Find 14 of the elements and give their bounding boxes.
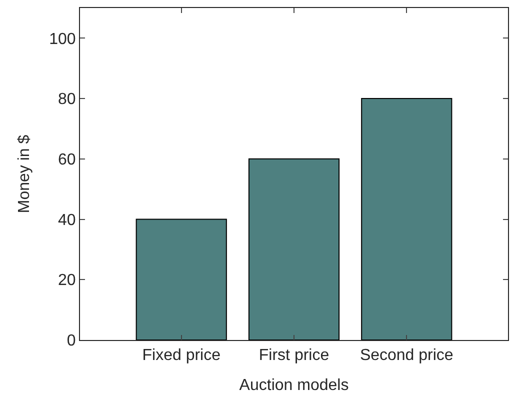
y-tick-label: 0 <box>66 332 76 350</box>
bar <box>248 158 340 340</box>
y-axis-title: Money in $ <box>16 134 33 214</box>
x-tick-label: Second price <box>360 347 454 364</box>
bar <box>136 218 227 340</box>
y-tick-label: 100 <box>49 30 76 48</box>
x-tick-label: Fixed price <box>142 347 221 364</box>
bar <box>361 98 452 340</box>
y-tick-label: 80 <box>58 91 76 108</box>
y-tick-label: 60 <box>58 152 76 169</box>
x-axis-title: Auction models <box>239 376 349 394</box>
x-tick-label: First price <box>258 347 330 364</box>
y-tick-label: 20 <box>58 272 76 290</box>
y-tick-label: 40 <box>58 212 76 229</box>
